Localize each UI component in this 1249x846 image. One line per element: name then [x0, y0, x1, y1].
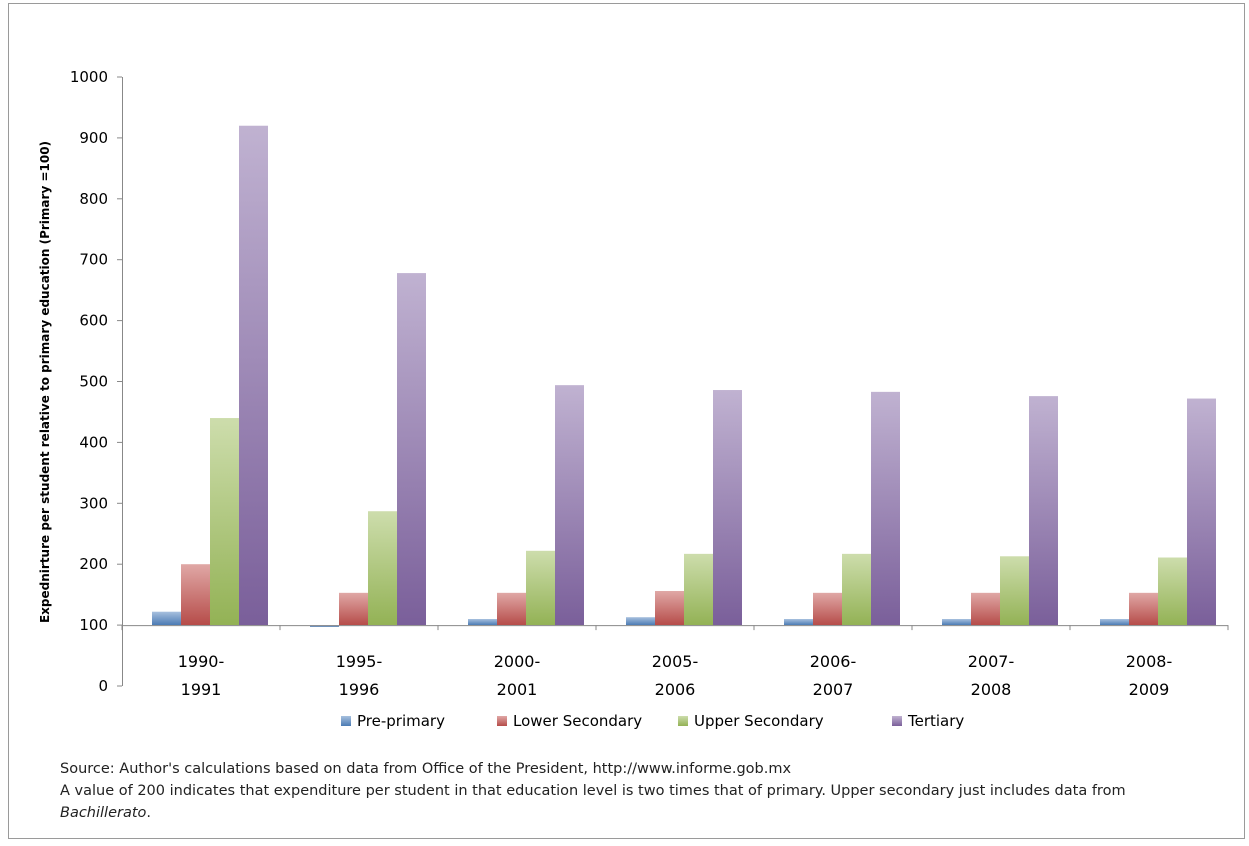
legend-label: Pre-primary — [357, 712, 445, 730]
bar-tertiary — [713, 390, 742, 626]
bar-tertiary — [239, 125, 268, 626]
x-tick-label: 2001 — [497, 680, 538, 699]
bar-pre-primary — [152, 611, 181, 626]
y-tick-label: 400 — [79, 433, 108, 451]
y-tick-label: 700 — [79, 251, 108, 269]
bar-lower-secondary — [971, 592, 1000, 626]
bar-pre-primary — [468, 619, 497, 626]
x-tick-label: 2008 — [971, 680, 1012, 699]
bar-pre-primary — [784, 619, 813, 626]
x-tick-label: 2006- — [810, 652, 857, 671]
y-tick-label: 900 — [79, 129, 108, 147]
legend-label: Lower Secondary — [513, 712, 642, 730]
bar-upper-secondary — [1000, 556, 1029, 626]
legend-swatch — [678, 716, 688, 726]
y-tick-label: 0 — [98, 677, 108, 695]
y-tick-label: 100 — [79, 616, 108, 634]
explanation-italic: Bachillerato — [60, 805, 147, 821]
bar-pre-primary — [626, 617, 655, 626]
bar-lower-secondary — [1129, 592, 1158, 626]
bar-tertiary — [397, 273, 426, 626]
legend: Pre-primary Lower Secondary Upper Secondar… — [341, 712, 964, 730]
legend-swatch — [341, 716, 351, 726]
bar-pre-primary — [1100, 619, 1129, 626]
y-tick-label: 800 — [79, 190, 108, 208]
explanation-text: A value of 200 indicates that expenditur… — [60, 783, 1126, 799]
legend-label: Upper Secondary — [694, 712, 824, 730]
bar-tertiary — [1187, 398, 1216, 626]
bar-tertiary — [555, 385, 584, 626]
x-tick-label: 1996 — [339, 680, 380, 699]
legend-swatch — [892, 716, 902, 726]
explanation-end: . — [146, 805, 152, 821]
x-tick-label: 1991 — [181, 680, 222, 699]
bar-tertiary — [1029, 396, 1058, 626]
x-tick-label: 2009 — [1129, 680, 1170, 699]
bar-lower-secondary — [339, 592, 368, 626]
bar-tertiary — [871, 391, 900, 626]
bar-upper-secondary — [210, 418, 239, 626]
source-note: Source: Author's calculations based on d… — [60, 761, 792, 777]
plot-area: 0 100 200 300 400 500 600 700 800 900 1000 1990- 199… — [70, 68, 1229, 730]
y-tick-label: 200 — [79, 555, 108, 573]
chart-notes: Source: Author's calculations based on d… — [60, 758, 1210, 824]
x-tick-label: 1990- — [178, 652, 225, 671]
y-axis-label: Expednirture per student relative to pri… — [38, 141, 52, 623]
bar-upper-secondary — [526, 550, 555, 626]
x-tick-label: 2008- — [1126, 652, 1173, 671]
y-tick-label: 300 — [79, 494, 108, 512]
explanation-note: A value of 200 indicates that expenditur… — [60, 780, 1210, 824]
x-tick-label: 2007- — [968, 652, 1015, 671]
x-tick-label: 2006 — [655, 680, 696, 699]
bar-upper-secondary — [842, 553, 871, 626]
x-tick-label: 2007 — [813, 680, 854, 699]
bar-upper-secondary — [684, 553, 713, 626]
bar-lower-secondary — [497, 592, 526, 626]
bar-lower-secondary — [655, 590, 684, 626]
bar-pre-primary — [942, 619, 971, 626]
bar-upper-secondary — [368, 511, 397, 626]
y-tick-label: 600 — [79, 312, 108, 330]
legend-swatch — [497, 716, 507, 726]
legend-label: Tertiary — [907, 712, 964, 730]
bar-lower-secondary — [813, 592, 842, 626]
y-tick-label: 1000 — [70, 68, 108, 86]
x-tick-label: 1995- — [336, 652, 383, 671]
x-tick-label: 2000- — [494, 652, 541, 671]
bar-lower-secondary — [181, 564, 210, 626]
y-tick-label: 500 — [79, 373, 108, 391]
bar-upper-secondary — [1158, 557, 1187, 626]
x-tick-label: 2005- — [652, 652, 699, 671]
